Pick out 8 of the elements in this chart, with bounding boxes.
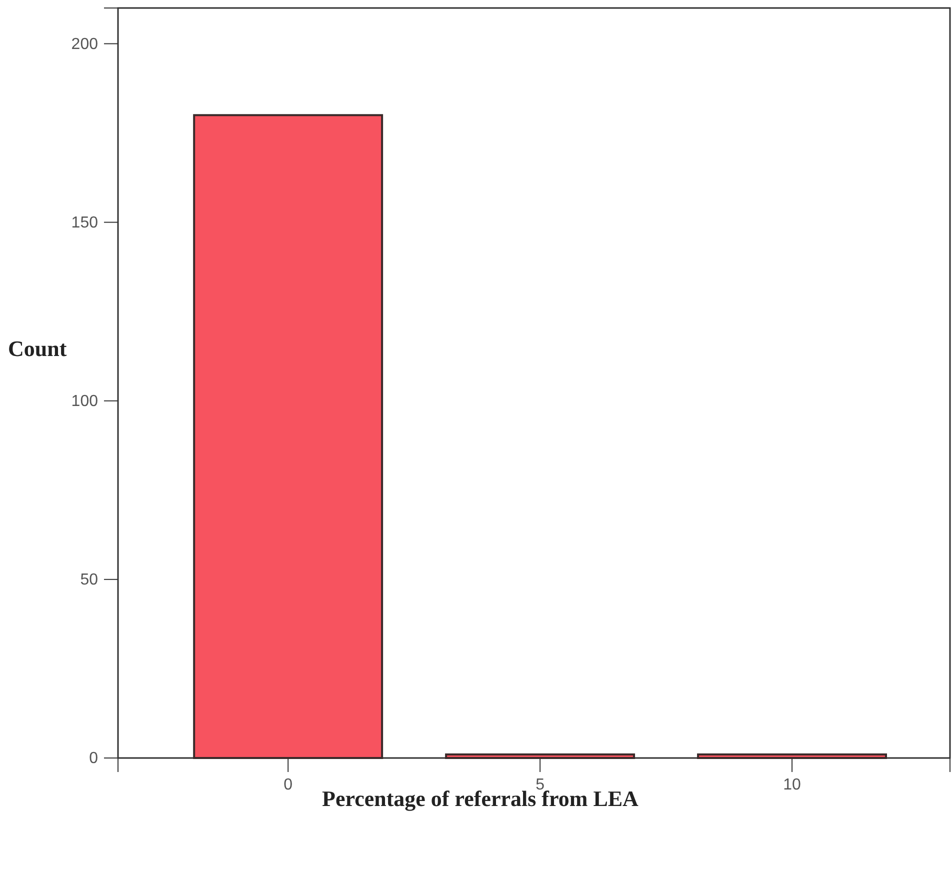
y-tick-label: 150 xyxy=(71,214,98,232)
y-tick-label: 50 xyxy=(80,572,98,589)
y-tick-label: 0 xyxy=(89,750,98,768)
x-tick-label: 0 xyxy=(284,776,293,794)
x-tick-label: 10 xyxy=(783,776,802,794)
y-axis-title: Count xyxy=(8,336,68,361)
y-tick-label: 200 xyxy=(71,36,98,53)
y-tick-label: 100 xyxy=(71,392,98,410)
